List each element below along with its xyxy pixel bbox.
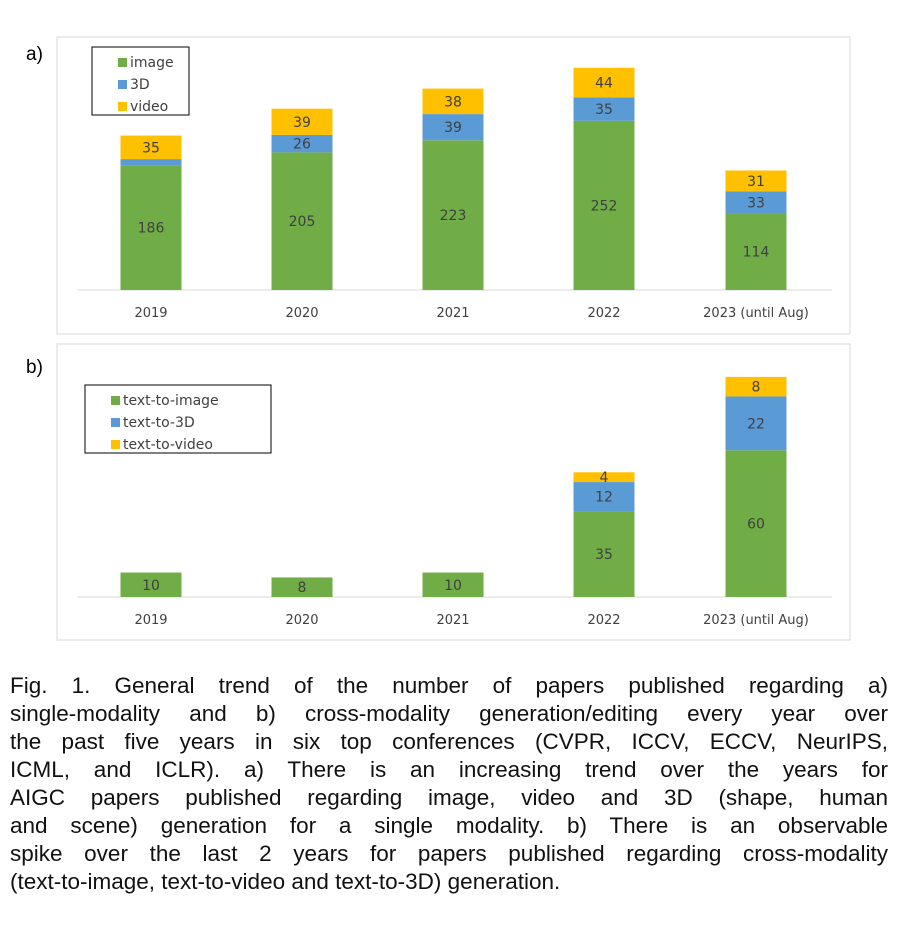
data-label: 223 xyxy=(440,208,467,224)
caption-line: ICML, and ICLR). a) There is an increasi… xyxy=(10,757,888,782)
data-label: 33 xyxy=(747,195,765,211)
bar-text-to-video-2022 xyxy=(573,472,635,483)
x-tick-label: 2022 xyxy=(587,613,620,628)
caption-line: the past five years in six top conferenc… xyxy=(10,729,888,754)
data-label: 22 xyxy=(747,416,765,432)
panel-a-label: a) xyxy=(26,44,43,65)
legend-label: text-to-image xyxy=(123,393,219,409)
bar-text-to-video-2023 (until Aug) xyxy=(725,376,787,397)
data-label: 205 xyxy=(289,214,316,230)
legend-swatch xyxy=(111,440,120,449)
caption-line: and scene) generation for a single modal… xyxy=(10,813,888,838)
bar-3D-2023 (until Aug) xyxy=(725,191,787,214)
legend-swatch xyxy=(111,396,120,405)
data-label: 12 xyxy=(595,490,613,506)
x-tick-label: 2019 xyxy=(134,306,167,321)
data-label: 60 xyxy=(747,517,765,533)
bar-text-to-3D-2023 (until Aug) xyxy=(725,396,787,451)
data-label: 39 xyxy=(293,115,311,131)
data-label: 38 xyxy=(444,94,462,110)
bar-video-2022 xyxy=(573,67,635,98)
legend-label: text-to-3D xyxy=(123,415,195,431)
data-label: 35 xyxy=(595,102,613,118)
bar-text-to-image-2019 xyxy=(120,572,182,597)
legend-swatch xyxy=(118,102,127,111)
panel-b-label: b) xyxy=(26,357,43,378)
data-label: 26 xyxy=(293,137,311,153)
x-tick-label: 2022 xyxy=(587,306,620,321)
bar-image-2019 xyxy=(120,165,182,290)
bar-3D-2019 xyxy=(120,159,182,166)
legend-label: video xyxy=(130,99,168,115)
legend-swatch xyxy=(118,80,127,89)
chart-a: 186 35 2019 205 26 39 2020 223 39 38 2021 252 35 44 20… xyxy=(56,36,851,335)
data-label: 8 xyxy=(752,380,761,396)
bar-image-2021 xyxy=(422,140,484,290)
figure-caption: Fig. 1. General trend of the number of p… xyxy=(10,672,888,896)
legend-swatch xyxy=(118,58,127,67)
bar-video-2019 xyxy=(120,135,182,160)
data-label: 8 xyxy=(298,580,307,596)
data-label: 35 xyxy=(142,140,160,156)
data-label: 4 xyxy=(600,470,609,486)
x-tick-label: 2019 xyxy=(134,613,167,628)
x-tick-label: 2021 xyxy=(436,613,469,628)
data-label: 186 xyxy=(138,221,165,237)
bar-image-2020 xyxy=(271,152,333,290)
caption-line: spike over the last 2 years for papers p… xyxy=(10,841,888,866)
x-tick-label: 2020 xyxy=(285,613,318,628)
x-tick-label: 2020 xyxy=(285,306,318,321)
legend-box xyxy=(91,46,190,116)
bar-image-2023 (until Aug) xyxy=(725,213,787,290)
caption-line: AIGC papers published regarding image, v… xyxy=(10,785,888,810)
bar-text-to-image-2020 xyxy=(271,577,333,597)
caption-line: Fig. 1. General trend of the number of p… xyxy=(10,673,888,698)
data-label: 10 xyxy=(444,578,462,594)
legend-label: 3D xyxy=(130,77,150,93)
caption-line: (text-to-image, text-to-video and text-t… xyxy=(10,869,561,894)
data-label: 252 xyxy=(591,198,618,214)
bar-text-to-3D-2022 xyxy=(573,482,635,512)
data-label: 35 xyxy=(595,547,613,563)
caption-line: single-modality and b) cross-modality ge… xyxy=(10,701,888,726)
bar-image-2022 xyxy=(573,120,635,290)
bar-3D-2021 xyxy=(422,114,484,141)
data-label: 10 xyxy=(142,578,160,594)
x-tick-label: 2023 (until Aug) xyxy=(703,613,809,628)
bar-video-2023 (until Aug) xyxy=(725,170,787,192)
data-label: 114 xyxy=(743,245,770,261)
bar-video-2021 xyxy=(422,88,484,115)
legend-label: image xyxy=(130,55,174,71)
x-tick-label: 2023 (until Aug) xyxy=(703,306,809,321)
legend-label: text-to-video xyxy=(123,437,213,453)
bar-text-to-image-2023 (until Aug) xyxy=(725,450,787,597)
data-label: 39 xyxy=(444,120,462,136)
x-tick-label: 2021 xyxy=(436,306,469,321)
bar-text-to-image-2021 xyxy=(422,572,484,597)
bar-3D-2020 xyxy=(271,134,333,153)
data-label: 44 xyxy=(595,76,613,92)
data-label: 31 xyxy=(747,174,765,190)
bar-3D-2022 xyxy=(573,97,635,121)
chart-b: 10 2019 8 2020 10 2021 35 12 4 2022 60 22 8 2023 (unt… xyxy=(56,343,851,641)
bar-video-2020 xyxy=(271,108,333,135)
bar-text-to-image-2022 xyxy=(573,511,635,597)
legend-swatch xyxy=(111,418,120,427)
